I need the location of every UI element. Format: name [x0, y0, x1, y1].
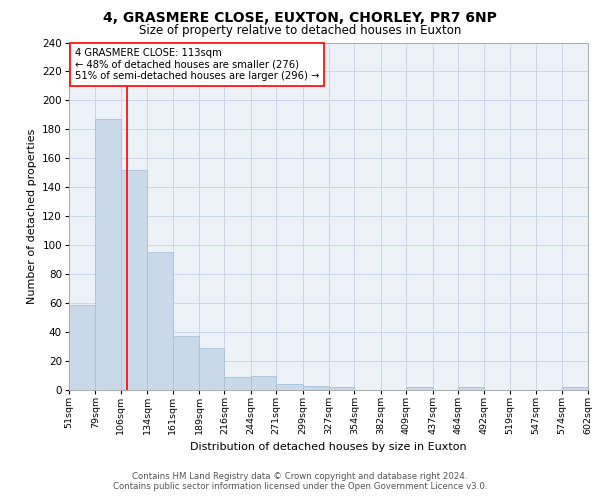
Text: Contains public sector information licensed under the Open Government Licence v3: Contains public sector information licen…	[113, 482, 487, 491]
Bar	[224, 377, 251, 390]
Bar	[95, 119, 121, 390]
Bar	[302, 386, 329, 390]
X-axis label: Distribution of detached houses by size in Euxton: Distribution of detached houses by size …	[190, 442, 467, 452]
Bar	[173, 336, 199, 390]
Bar	[69, 304, 95, 390]
Bar	[147, 252, 173, 390]
Text: Contains HM Land Registry data © Crown copyright and database right 2024.: Contains HM Land Registry data © Crown c…	[132, 472, 468, 481]
Text: 4 GRASMERE CLOSE: 113sqm
← 48% of detached houses are smaller (276)
51% of semi-: 4 GRASMERE CLOSE: 113sqm ← 48% of detach…	[74, 48, 319, 82]
Y-axis label: Number of detached properties: Number of detached properties	[27, 128, 37, 304]
Bar	[406, 387, 433, 390]
Bar	[562, 387, 588, 390]
Bar	[199, 348, 224, 390]
Bar	[276, 384, 302, 390]
Bar	[458, 387, 484, 390]
Bar	[121, 170, 147, 390]
Text: Size of property relative to detached houses in Euxton: Size of property relative to detached ho…	[139, 24, 461, 37]
Bar	[329, 387, 355, 390]
Text: 4, GRASMERE CLOSE, EUXTON, CHORLEY, PR7 6NP: 4, GRASMERE CLOSE, EUXTON, CHORLEY, PR7 …	[103, 11, 497, 25]
Bar	[251, 376, 276, 390]
